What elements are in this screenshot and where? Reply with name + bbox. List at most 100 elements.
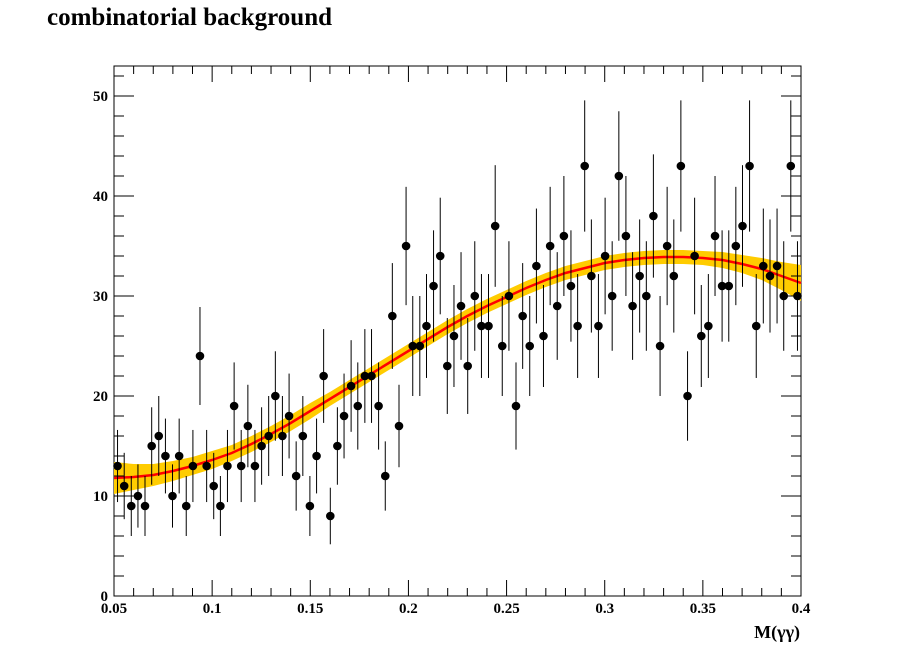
data-marker	[662, 241, 672, 251]
data-point	[525, 296, 535, 396]
data-marker	[470, 291, 480, 301]
data-marker	[319, 371, 328, 381]
data-marker	[154, 431, 164, 441]
data-marker	[772, 261, 782, 271]
data-marker	[291, 471, 301, 481]
data-point	[704, 274, 713, 378]
data-point	[642, 241, 651, 351]
data-point	[751, 274, 761, 378]
data-marker	[442, 361, 452, 371]
data-point	[278, 396, 287, 476]
fit-curve	[113, 255, 802, 480]
data-point	[360, 329, 370, 423]
data-point	[614, 111, 624, 241]
data-point	[696, 285, 706, 387]
data-point	[415, 296, 425, 396]
data-marker	[745, 161, 754, 171]
data-marker	[229, 401, 239, 411]
data-marker	[415, 341, 425, 351]
data-point	[312, 418, 321, 494]
data-point	[745, 100, 754, 232]
data-point	[408, 296, 418, 396]
data-point	[223, 429, 232, 503]
data-point	[484, 274, 493, 378]
data-marker	[765, 271, 775, 281]
data-marker	[147, 441, 156, 451]
data-point	[504, 241, 514, 351]
data-marker	[463, 361, 473, 371]
x-tick-label: 0.2	[399, 601, 418, 617]
data-point	[511, 362, 521, 450]
data-marker	[216, 501, 225, 511]
data-marker	[133, 491, 143, 501]
data-point	[669, 219, 679, 333]
data-point	[181, 476, 191, 536]
data-marker	[202, 461, 211, 471]
y-tick-label: 0	[101, 589, 109, 605]
data-point	[518, 263, 527, 369]
data-marker	[380, 471, 390, 481]
data-marker	[188, 461, 198, 471]
x-axis-title: M(γγ)	[754, 622, 800, 643]
data-point	[133, 464, 143, 528]
data-point	[772, 208, 782, 324]
data-point	[264, 396, 273, 476]
data-point	[566, 230, 576, 342]
plot-frame	[113, 65, 802, 597]
data-point	[765, 219, 775, 333]
data-marker	[635, 271, 644, 281]
data-marker	[140, 501, 150, 511]
data-point	[374, 362, 383, 450]
data-point	[243, 384, 253, 468]
data-marker	[456, 301, 466, 311]
data-marker	[525, 341, 535, 351]
data-point	[628, 252, 637, 360]
data-point	[435, 197, 445, 315]
data-point	[388, 263, 397, 369]
data-point	[738, 165, 747, 287]
data-point	[161, 418, 170, 494]
data-point	[470, 241, 480, 351]
data-marker	[305, 501, 315, 511]
fit-error-band	[114, 250, 801, 494]
data-point	[580, 100, 589, 232]
data-marker	[559, 231, 569, 241]
data-point	[497, 296, 507, 396]
data-point	[539, 285, 548, 387]
data-marker	[710, 231, 720, 241]
data-marker	[333, 441, 342, 451]
data-marker	[696, 331, 706, 341]
data-marker	[704, 321, 713, 331]
data-point	[326, 487, 335, 545]
y-tick-label: 30	[93, 289, 108, 305]
data-marker	[566, 281, 576, 291]
data-point	[353, 362, 363, 450]
data-marker	[126, 501, 136, 511]
data-marker	[580, 161, 589, 171]
data-marker	[614, 171, 624, 181]
data-point	[429, 230, 438, 342]
data-marker	[621, 231, 631, 241]
data-point	[188, 429, 198, 503]
data-point	[147, 407, 156, 485]
data-point	[284, 373, 294, 459]
data-point	[154, 396, 164, 476]
data-point	[594, 274, 603, 378]
data-marker	[751, 321, 761, 331]
data-marker	[676, 161, 686, 171]
data-marker	[174, 451, 184, 461]
data-marker	[278, 431, 287, 441]
data-marker	[353, 401, 363, 411]
data-marker	[346, 381, 356, 391]
data-point	[442, 318, 452, 414]
data-marker	[532, 261, 541, 271]
data-point	[559, 176, 569, 296]
data-marker	[264, 431, 273, 441]
data-point	[662, 186, 672, 306]
data-point	[655, 296, 665, 396]
data-marker	[539, 331, 548, 341]
x-tick-label: 0.05	[101, 601, 127, 617]
data-point	[717, 230, 727, 342]
y-tick-label: 10	[93, 489, 108, 505]
data-point	[690, 197, 699, 315]
